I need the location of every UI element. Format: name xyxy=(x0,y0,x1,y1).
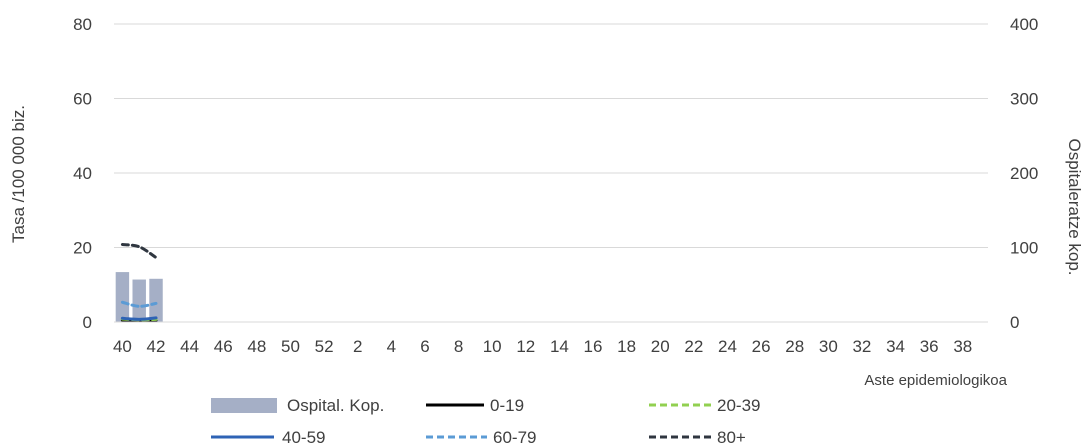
gridlines xyxy=(114,23,988,248)
x-tick-label: 8 xyxy=(454,337,463,356)
left-y-tick-label: 20 xyxy=(73,239,92,258)
line-60-79 xyxy=(120,300,158,308)
x-tick-label: 50 xyxy=(281,337,300,356)
left-y-tick-label: 80 xyxy=(73,15,92,34)
right-y-tick-label: 400 xyxy=(1010,15,1038,34)
x-tick-label: 32 xyxy=(852,337,871,356)
right-y-tick-label: 200 xyxy=(1010,164,1038,183)
legend-label-60-79: 60-79 xyxy=(493,428,536,447)
legend-label-bars: Ospital. Kop. xyxy=(287,396,384,415)
x-tick-label: 40 xyxy=(113,337,132,356)
x-tick-label: 4 xyxy=(387,337,396,356)
x-tick-label: 20 xyxy=(651,337,670,356)
legend-label-20-39: 20-39 xyxy=(717,396,760,415)
x-tick-label: 52 xyxy=(315,337,334,356)
x-tick-label: 38 xyxy=(953,337,972,356)
x-tick-label: 36 xyxy=(920,337,939,356)
bar xyxy=(115,272,130,322)
left-y-tick-label: 0 xyxy=(83,313,92,332)
bar xyxy=(132,279,146,322)
legend-swatch-bars xyxy=(211,398,277,413)
x-tick-label: 46 xyxy=(214,337,233,356)
x-tick-label: 14 xyxy=(550,337,569,356)
right-y-tick-label: 100 xyxy=(1010,239,1038,258)
right-y-tick-label: 0 xyxy=(1010,313,1019,332)
right-y-axis-title: Ospitaleratze kop. xyxy=(1065,138,1084,275)
x-tick-label: 28 xyxy=(785,337,804,356)
left-y-axis-title: Tasa /100 000 biz. xyxy=(9,105,28,243)
x-tick-label: 10 xyxy=(483,337,502,356)
x-tick-label: 34 xyxy=(886,337,905,356)
x-tick-label: 44 xyxy=(180,337,199,356)
bar-series xyxy=(115,272,163,322)
legend: Ospital. Kop. 0-19 20-39 40-59 60-79 80+ xyxy=(211,396,760,447)
x-tick-label: 2 xyxy=(353,337,362,356)
left-y-tick-labels: 0 20 40 60 80 xyxy=(73,15,92,332)
x-tick-label: 42 xyxy=(147,337,166,356)
line-series xyxy=(120,243,158,323)
line-40-59 xyxy=(120,316,158,321)
legend-label-80-plus: 80+ xyxy=(717,428,746,447)
legend-label-40-59: 40-59 xyxy=(282,428,325,447)
x-tick-label: 12 xyxy=(516,337,535,356)
legend-label-0-19: 0-19 xyxy=(490,396,524,415)
x-tick-label: 22 xyxy=(684,337,703,356)
left-y-tick-label: 60 xyxy=(73,90,92,109)
x-tick-label: 6 xyxy=(420,337,429,356)
x-tick-labels: 40 42 44 46 48 50 52 2 4 6 8 10 12 14 16 18 20 22 24 26 28 30… xyxy=(113,337,972,356)
line-80-plus xyxy=(120,243,158,260)
x-tick-label: 48 xyxy=(247,337,266,356)
x-axis-title: Aste epidemiologikoa xyxy=(864,372,1007,389)
right-y-tick-labels: 0 100 200 300 400 xyxy=(1010,15,1038,332)
bar xyxy=(149,278,163,322)
right-y-tick-label: 300 xyxy=(1010,90,1038,109)
x-tick-label: 26 xyxy=(752,337,771,356)
left-y-tick-label: 40 xyxy=(73,164,92,183)
x-tick-label: 18 xyxy=(617,337,636,356)
x-tick-label: 24 xyxy=(718,337,737,356)
x-tick-label: 16 xyxy=(584,337,603,356)
x-tick-label: 30 xyxy=(819,337,838,356)
